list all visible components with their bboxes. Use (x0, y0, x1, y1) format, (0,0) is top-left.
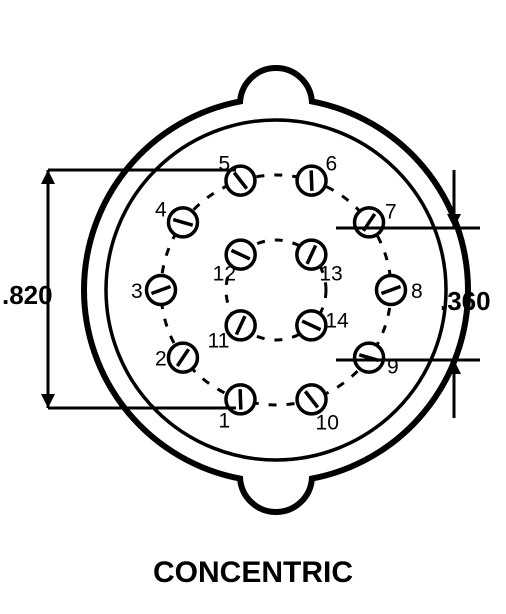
pin-label: 5 (218, 153, 230, 176)
diagram-title: CONCENTRIC (153, 556, 353, 589)
pin-slot (240, 389, 241, 409)
pin-slot (311, 170, 312, 190)
pin-8: 8 (377, 276, 423, 305)
dim-label-right: .360 (440, 286, 491, 316)
pin-label: 4 (155, 198, 167, 221)
diagram-stage: 1234567891011121314.820.360CONCENTRIC (0, 0, 506, 614)
pin-3: 3 (131, 276, 176, 305)
pin-label: 1 (218, 409, 230, 432)
dim-label-left: .820 (2, 280, 53, 310)
pin-2: 2 (155, 343, 198, 372)
pin-label: 12 (213, 263, 236, 286)
pin-label: 6 (326, 153, 338, 176)
pin-label: 14 (325, 309, 349, 332)
pin-label: 7 (385, 200, 397, 223)
diagram-svg: 1234567891011121314.820.360CONCENTRIC (0, 0, 506, 614)
pin-label: 10 (316, 411, 339, 434)
pin-label: 2 (155, 348, 167, 371)
pin-label: 3 (131, 280, 143, 303)
pin-label: 8 (411, 280, 423, 303)
pin-label: 13 (319, 263, 342, 286)
pin-label: 11 (208, 329, 230, 352)
